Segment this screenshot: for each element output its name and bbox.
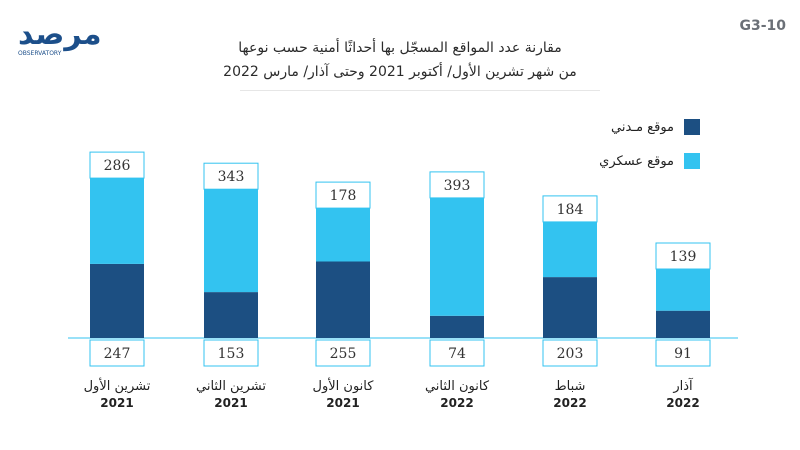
category-month-label-1: تشرين الثاني: [196, 379, 266, 394]
title-divider: [240, 90, 600, 91]
bar-civilian-2: [316, 261, 370, 338]
bar-military-0: [90, 178, 144, 264]
category-year-label-2: 2021: [326, 396, 359, 410]
legend-swatch-civilian: [684, 119, 700, 135]
legend-swatch-military: [684, 153, 700, 169]
civilian-value-label-3: 74: [448, 346, 466, 362]
civilian-value-box-1: [203, 339, 259, 367]
category-year-label-4: 2022: [553, 396, 586, 410]
category-month-label-3: كانون الثاني: [425, 379, 490, 394]
bar-military-4: [543, 221, 597, 278]
bar-civilian-0: [90, 263, 144, 338]
military-value-box-4: [542, 195, 598, 223]
chart-title-line1: مقارنة عدد المواقع المسجّل بها أحداثًا أ…: [238, 40, 562, 56]
category-month-label-0: تشرين الأول: [84, 377, 151, 394]
military-value-label-3: 393: [444, 178, 471, 194]
civilian-value-label-2: 255: [330, 346, 357, 362]
military-value-label-0: 286: [104, 158, 131, 174]
category-month-label-4: شباط: [555, 379, 586, 394]
category-month-label-2: كانون الأول: [313, 377, 375, 394]
bar-civilian-3: [430, 315, 484, 338]
military-value-box-5: [655, 242, 711, 270]
bar-military-3: [430, 197, 484, 316]
military-value-box-0: [89, 151, 145, 179]
civilian-value-box-2: [315, 339, 371, 367]
military-value-label-5: 139: [670, 249, 697, 265]
bar-military-1: [204, 189, 258, 293]
figure-code: G3-10: [739, 18, 786, 34]
civilian-value-label-5: 91: [674, 346, 692, 362]
category-year-label-0: 2021: [100, 396, 133, 410]
category-year-label-3: 2022: [440, 396, 473, 410]
military-value-label-1: 343: [218, 169, 245, 185]
civilian-value-box-3: [429, 339, 485, 367]
military-value-label-4: 184: [557, 202, 584, 218]
civilian-value-box-0: [89, 339, 145, 367]
civilian-value-label-1: 153: [218, 346, 245, 362]
civilian-value-box-4: [542, 339, 598, 367]
bar-military-5: [656, 269, 710, 311]
bar-civilian-4: [543, 277, 597, 338]
legend-label-military: موقع عسكري: [599, 153, 674, 169]
legend-item-military: موقع عسكري: [599, 152, 700, 170]
military-value-box-1: [203, 162, 259, 190]
bar-civilian-5: [656, 310, 710, 338]
category-year-label-5: 2022: [666, 396, 699, 410]
civilian-value-box-5: [655, 339, 711, 367]
military-value-label-2: 178: [330, 188, 357, 204]
category-year-label-1: 2021: [214, 396, 247, 410]
legend-label-civilian: موقع مـدني: [611, 119, 674, 135]
legend-item-civilian: موقع مـدني: [611, 118, 700, 136]
military-value-box-3: [429, 171, 485, 199]
category-month-label-5: آذار: [672, 377, 694, 394]
logo-subtext: OBSERVATORY: [18, 50, 62, 57]
military-value-box-2: [315, 181, 371, 209]
bar-civilian-1: [204, 292, 258, 338]
civilian-value-label-0: 247: [104, 346, 131, 362]
civilian-value-label-4: 203: [557, 346, 584, 362]
bar-military-2: [316, 208, 370, 262]
chart-title-line2: من شهر تشرين الأول/ أكتوبر 2021 وحتى آذا…: [223, 64, 577, 80]
